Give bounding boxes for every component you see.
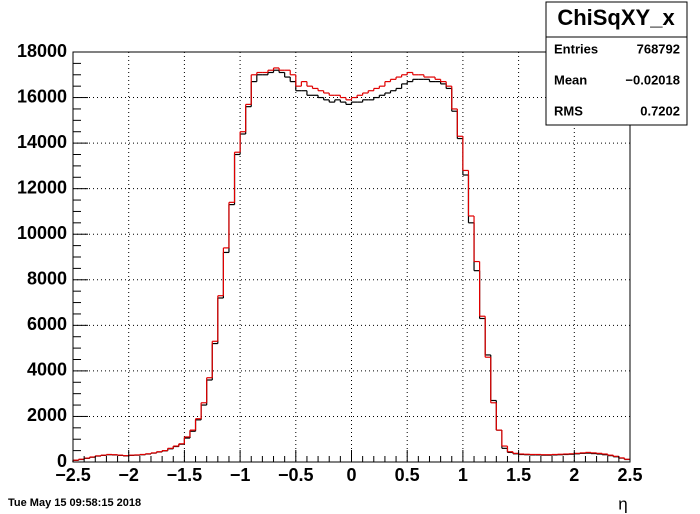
y-tick-label: 16000 xyxy=(17,86,67,106)
y-tick-label: 14000 xyxy=(17,132,67,152)
x-tick-label: −1 xyxy=(230,465,251,485)
x-tick-label: −2 xyxy=(118,465,139,485)
stats-title: ChiSqXY_x xyxy=(557,5,675,30)
x-tick-label: 0.5 xyxy=(395,465,420,485)
x-axis-label: η xyxy=(618,494,627,513)
stats-box xyxy=(545,1,688,126)
x-tick-label: −1.5 xyxy=(167,465,203,485)
stats-label: Entries xyxy=(554,41,598,56)
stats-label: Mean xyxy=(554,72,587,87)
y-tick-label: 6000 xyxy=(27,314,67,334)
y-tick-label: 0 xyxy=(57,451,67,471)
x-tick-label: 1 xyxy=(458,465,468,485)
stats-value: 768792 xyxy=(637,41,680,56)
plot-area: −2.5 −2 −1.5 −1 −0.5 0 0.5 1 1.5 2 2.5 0 2000 4000 600… xyxy=(17,41,643,485)
x-tick-label: 2 xyxy=(569,465,579,485)
stats-label: RMS xyxy=(554,103,583,118)
x-tick-label: −0.5 xyxy=(278,465,314,485)
y-tick-label: 10000 xyxy=(17,223,67,243)
x-tick-label: 1.5 xyxy=(506,465,531,485)
x-tick-label: −2.5 xyxy=(55,465,91,485)
y-tick-label: 18000 xyxy=(17,41,67,61)
y-tick-label: 2000 xyxy=(27,405,67,425)
stats-value: −0.02018 xyxy=(625,72,680,87)
y-tick-label: 8000 xyxy=(27,269,67,289)
x-tick-label: 2.5 xyxy=(617,465,642,485)
y-tick-label: 12000 xyxy=(17,177,67,197)
timestamp: Tue May 15 09:58:15 2018 xyxy=(8,497,141,509)
y-tick-label: 4000 xyxy=(27,360,67,380)
stats-value: 0.7202 xyxy=(640,103,680,118)
x-tick-label: 0 xyxy=(346,465,356,485)
